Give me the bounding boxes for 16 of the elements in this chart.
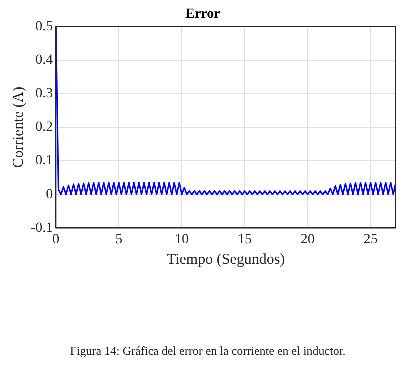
chart-title: Error	[186, 7, 220, 22]
text: Figura 14: Gráfica del error en la corriente en el inductor.	[70, 344, 346, 358]
x-tick-label: 10	[175, 232, 190, 248]
x-tick-label: 15	[238, 232, 252, 248]
y-tick-label: -0.1	[30, 220, 54, 236]
x-axis-title: Tiempo (Segundos)	[166, 252, 286, 268]
y-tick-label: 0.5	[36, 19, 54, 34]
y-tick-label: 0.3	[36, 86, 54, 102]
x-tick-label: 5	[116, 232, 123, 248]
y-tick-label: 0.4	[36, 53, 54, 68]
x-tick-label: 20	[300, 232, 315, 248]
y-tick-label: 0.2	[36, 120, 54, 136]
y-axis-title: Corriente (A)	[10, 86, 27, 168]
y-tick-label: 0	[46, 187, 54, 202]
y-tick-label: 0.1	[36, 154, 54, 169]
x-tick-label: 25	[364, 232, 378, 248]
